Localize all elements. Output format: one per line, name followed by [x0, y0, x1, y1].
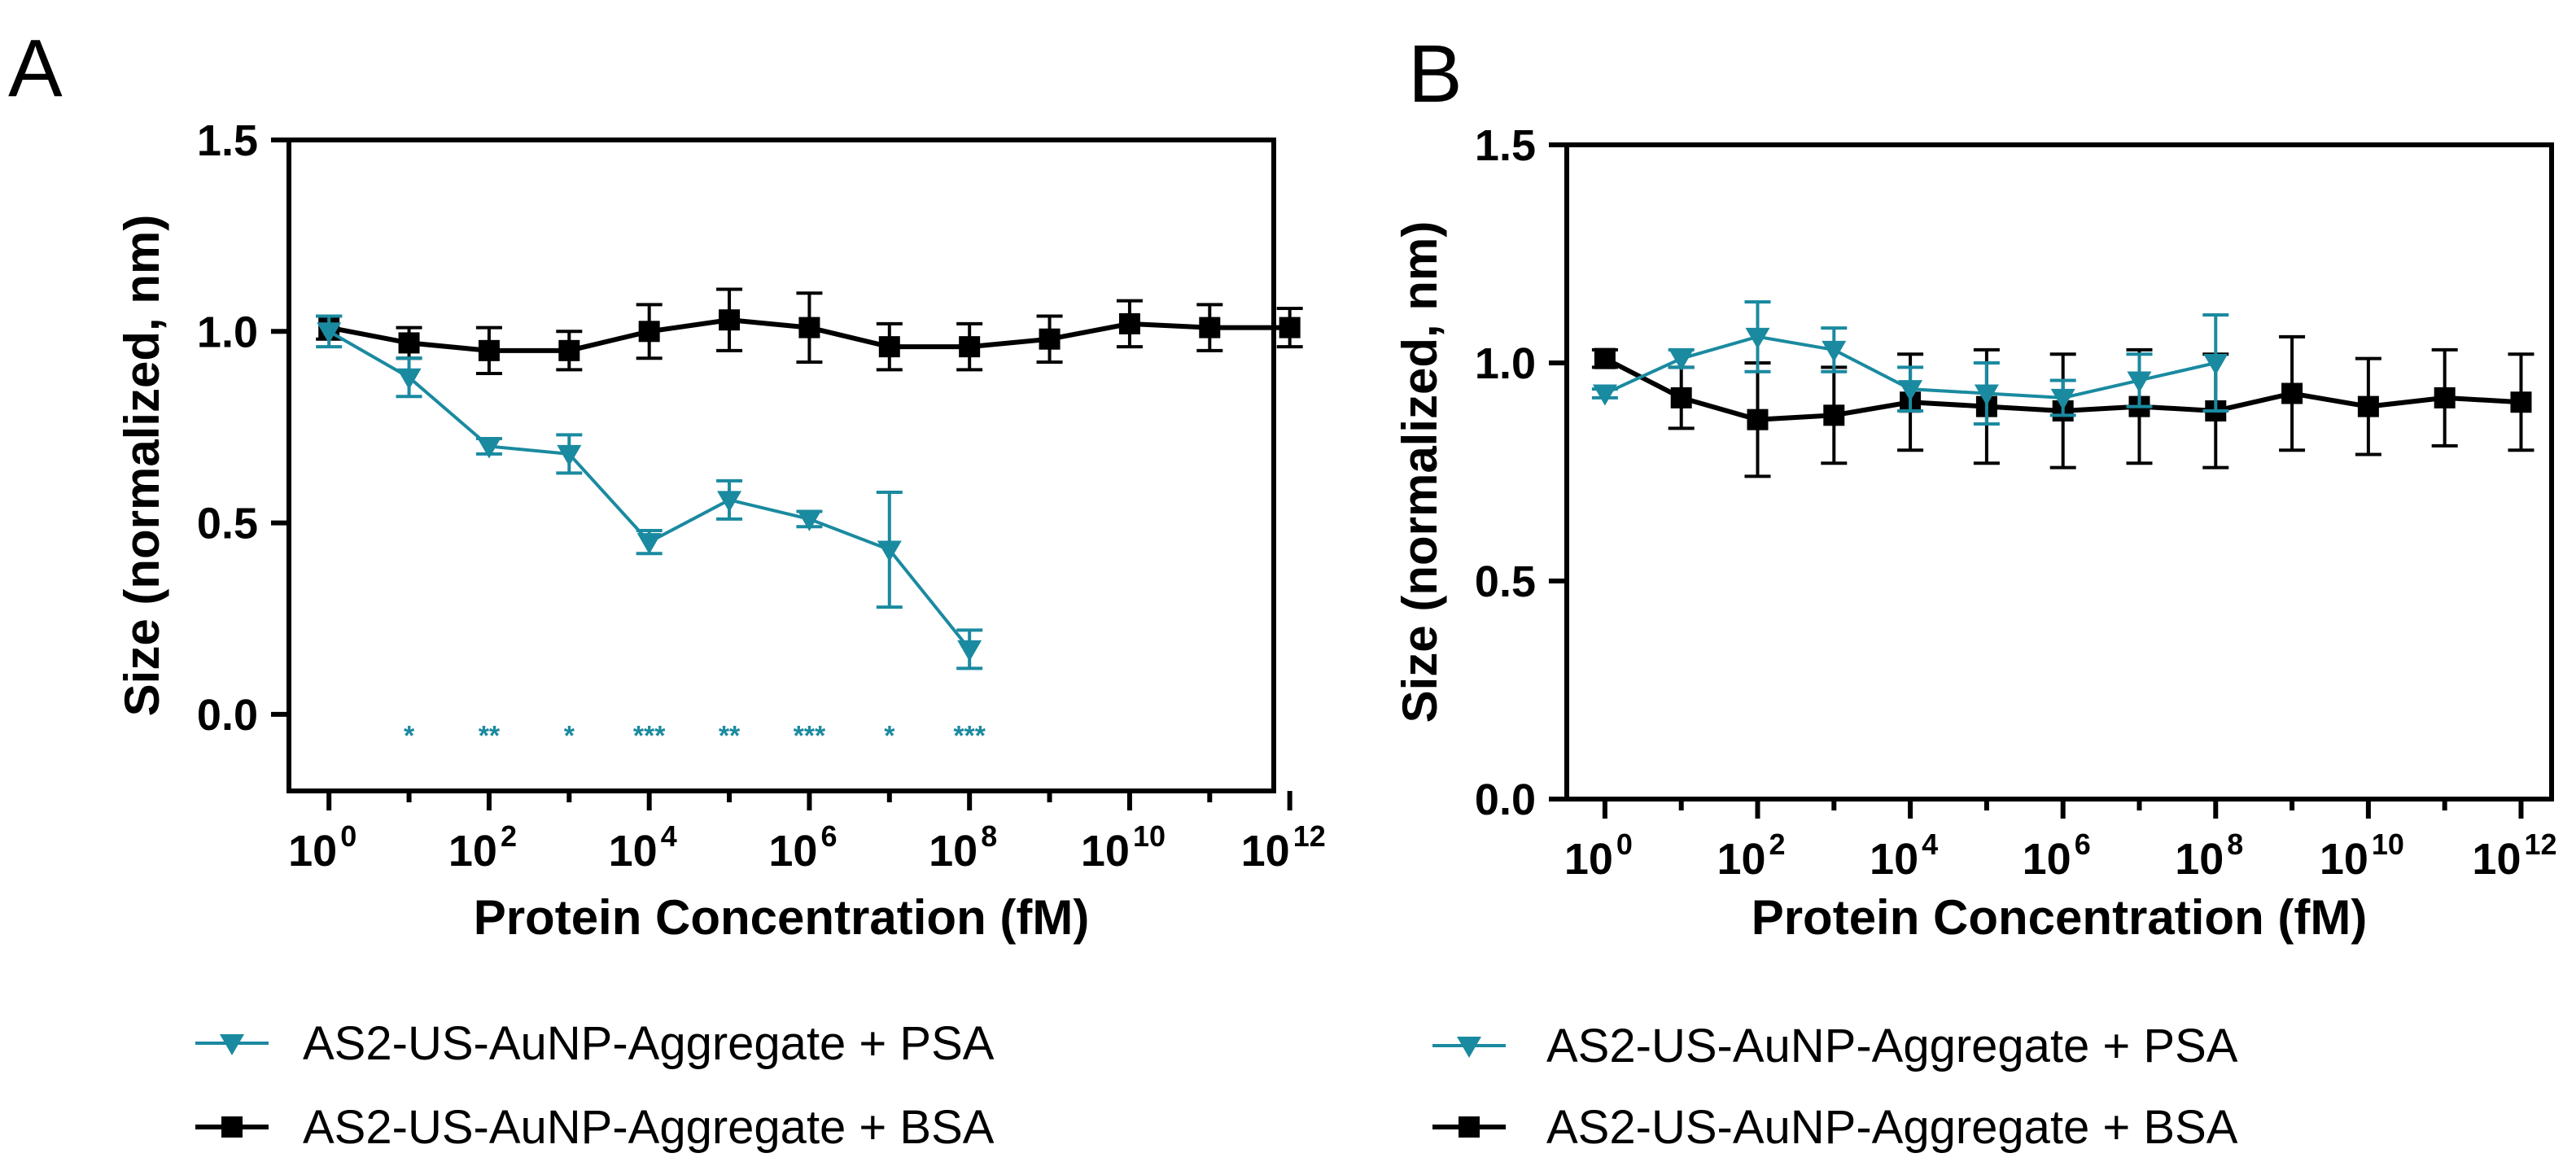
data-point: [1670, 387, 1692, 408]
series-psa: [316, 314, 983, 670]
significance-label: *: [884, 720, 895, 751]
data-point: [2510, 391, 2532, 413]
y-tick-label: 1.0: [1475, 339, 1536, 388]
plot-frame: [1564, 142, 2554, 802]
x-tick-label: 10 8: [929, 819, 997, 876]
data-point: [636, 533, 662, 555]
data-point: [558, 339, 580, 361]
panel-b-letter: B: [1408, 28, 1463, 120]
panel-a-letter: A: [8, 23, 63, 114]
x-tick-label: 10 12: [1241, 819, 1326, 876]
data-point: [717, 491, 742, 513]
x-tick-label: 10 0: [288, 819, 356, 876]
legend-item-psa: AS2-US-AuNP-Aggregate + PSA: [1432, 1020, 2238, 1072]
data-point: [317, 322, 342, 344]
panel-b: B 1.5 1.0 0.5 0.0 10 0 10 2 10 4 10 6 10 8 10 10 10 12 Siz…: [1393, 28, 2557, 1154]
data-point: [1745, 327, 1770, 349]
data-point: [478, 339, 500, 361]
legend-item-psa: AS2-US-AuNP-Aggregate + PSA: [195, 1017, 995, 1070]
data-point: [719, 309, 741, 331]
y-tick-label: 0.0: [197, 691, 258, 740]
data-point: [1039, 328, 1061, 350]
x-axis-title: Protein Concentration (fM): [474, 890, 1090, 945]
data-point: [878, 336, 900, 358]
significance-label: **: [719, 720, 741, 751]
x-tick-label: 10 4: [1870, 828, 1938, 884]
x-tick-label: 10 6: [768, 819, 837, 876]
y-axis-title: Size (normalized, nm): [115, 215, 169, 717]
x-tick-label: 10 0: [1564, 828, 1633, 884]
significance-label: ***: [794, 720, 826, 751]
legend-label: AS2-US-AuNP-Aggregate + PSA: [1546, 1020, 2238, 1072]
y-tick-label: 1.5: [1475, 121, 1536, 170]
y-tick-label: 1.0: [197, 308, 258, 356]
significance-label: *: [564, 720, 575, 751]
data-point: [1747, 408, 1769, 430]
data-point: [798, 317, 820, 339]
data-point: [638, 321, 660, 343]
data-point: [1823, 404, 1845, 426]
significance-label: ***: [633, 720, 666, 751]
data-point: [1594, 347, 1616, 369]
data-point: [1898, 380, 1923, 402]
legend-label: AS2-US-AuNP-Aggregate + PSA: [303, 1017, 995, 1070]
x-tick-label: 10 12: [2472, 828, 2556, 884]
plot-frame: [286, 138, 1276, 793]
panel-a: A 1.5 1.0 0.5 0.0 10 0 10 2 10 4 10 6 10 8 10 10 10 12 Siz…: [8, 23, 1326, 1154]
significance-label: ***: [953, 720, 986, 751]
significance-label: *: [404, 720, 415, 751]
data-point: [1822, 340, 1847, 362]
x-tick-label: 10 2: [448, 819, 517, 876]
x-axis-title: Protein Concentration (fM): [1752, 890, 2368, 945]
legend-item-bsa: AS2-US-AuNP-Aggregate + BSA: [195, 1101, 995, 1154]
data-point: [1668, 349, 1694, 371]
y-tick-label: 0.0: [1475, 775, 1536, 824]
data-point: [959, 336, 981, 358]
legend-label: AS2-US-AuNP-Aggregate + BSA: [1546, 1101, 2238, 1154]
x-tick-label: 10 8: [2175, 828, 2243, 884]
legend-label: AS2-US-AuNP-Aggregate + BSA: [303, 1101, 995, 1154]
data-point: [2127, 371, 2152, 393]
series-line: [328, 330, 971, 651]
x-tick-label: 10 10: [1081, 819, 1166, 876]
data-point: [1279, 317, 1301, 339]
legend-marker: [1459, 1116, 1480, 1138]
data-point: [396, 368, 422, 390]
legend-item-bsa: AS2-US-AuNP-Aggregate + BSA: [1432, 1101, 2238, 1154]
x-tick-label: 10 6: [2023, 828, 2091, 884]
significance-label: **: [479, 720, 501, 751]
y-tick-label: 1.5: [197, 116, 258, 165]
y-tick-label: 0.5: [1475, 557, 1536, 606]
x-tick-label: 10 10: [2320, 828, 2404, 884]
series-psa: [1591, 299, 2229, 426]
data-point: [2050, 388, 2075, 410]
data-point: [2357, 395, 2379, 417]
data-point: [398, 332, 420, 354]
legend-marker: [1457, 1037, 1481, 1058]
data-point: [877, 540, 902, 562]
data-point: [2434, 387, 2456, 408]
legend-marker: [221, 1116, 243, 1138]
legend-marker: [220, 1034, 244, 1055]
data-point: [557, 444, 582, 466]
data-point: [1592, 384, 1617, 406]
data-point: [2281, 382, 2303, 404]
y-tick-label: 0.5: [197, 500, 258, 548]
y-axis-title: Size (normalized, nm): [1393, 221, 1447, 723]
x-tick-label: 10 4: [609, 819, 677, 876]
data-point: [1118, 312, 1140, 334]
data-point: [476, 437, 501, 459]
data-point: [1974, 384, 1999, 406]
series-bsa: [316, 287, 1303, 376]
data-point: [957, 640, 982, 662]
data-point: [797, 509, 822, 531]
x-tick-label: 10 2: [1717, 828, 1785, 884]
data-point: [2203, 354, 2228, 375]
data-point: [1199, 317, 1221, 339]
